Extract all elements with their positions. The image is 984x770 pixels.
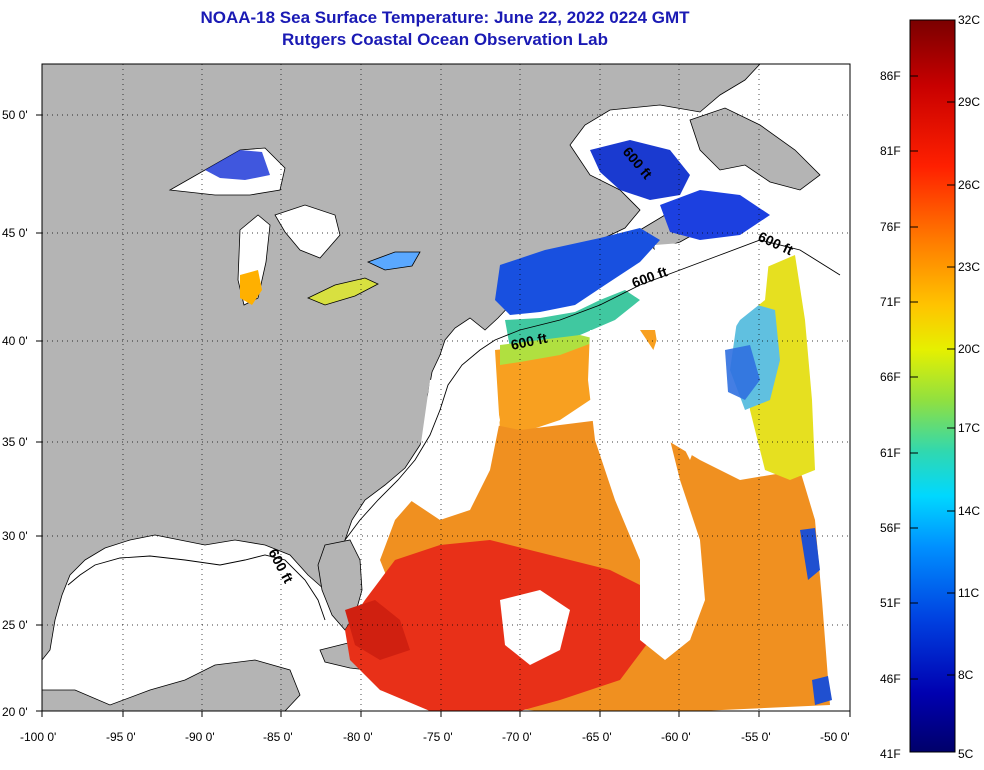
lon-tick-label: -55 0': [741, 730, 771, 744]
lat-tick-label: 45 0': [2, 226, 28, 240]
land-yucatan: [42, 659, 301, 711]
isobath-label: 600 ft: [509, 330, 548, 353]
colorbar-c-label: 8C: [958, 668, 974, 682]
sst-tropical-red: [345, 540, 650, 711]
isobath-600ft-gulf: [67, 554, 326, 621]
colorbar-f-label: 41F: [880, 747, 901, 761]
cloud-carolinas: [410, 370, 500, 520]
colorbar-c-label: 14C: [958, 504, 981, 518]
lon-tick-label: -75 0': [423, 730, 453, 744]
colorbar-c-label: 32C: [958, 13, 981, 27]
sst-cold-patch-east: [725, 345, 760, 400]
colorbar-f-label: 51F: [880, 596, 901, 610]
lon-tick-label: -100 0': [20, 730, 56, 744]
lake-ontario: [366, 251, 421, 271]
lon-tick-label: -85 0': [263, 730, 293, 744]
lon-tick-label: -70 0': [502, 730, 532, 744]
colorbar-f-label: 81F: [880, 144, 901, 158]
sst-cold-gulf-of-maine: [495, 228, 660, 315]
colorbar-f-label: 86F: [880, 69, 901, 83]
lat-tick-label: 25 0': [2, 618, 28, 632]
cloud-bahamas: [500, 590, 570, 665]
lake-superior-cold: [205, 150, 270, 180]
colorbar-c-label: 20C: [958, 342, 981, 356]
sst-shelf-green: [505, 290, 640, 348]
lat-tick-label: 20 0': [2, 705, 28, 719]
colorbar-f-label: 56F: [880, 521, 901, 535]
sst-cold-patch-sw: [812, 676, 832, 705]
colorbar-c-label: 29C: [958, 95, 981, 109]
lat-tick-label: 40 0': [2, 334, 28, 348]
lon-tick-label: -65 0': [582, 730, 612, 744]
colorbar-f-label: 46F: [880, 672, 901, 686]
cloud-band-east: [650, 240, 770, 460]
lon-tick-label: -95 0': [106, 730, 136, 744]
lon-tick-label: -80 0': [343, 730, 373, 744]
map-subtitle: Rutgers Coastal Ocean Observation Lab: [282, 30, 608, 49]
colorbar-f-label: 71F: [880, 295, 901, 309]
cloud-southeast: [640, 560, 700, 660]
sst-cold-newfoundland: [660, 190, 770, 240]
isobath-600ft-atlantic: [344, 239, 841, 541]
lon-tick-label: -90 0': [185, 730, 215, 744]
lake-michigan-warm: [240, 270, 262, 305]
map-frame: [41, 63, 851, 712]
lon-tick-label: -50 0': [820, 730, 850, 744]
lat-tick-label: 35 0': [2, 435, 28, 449]
colorbar-c-label: 11C: [958, 586, 980, 600]
colorbar-c-label: 26C: [958, 178, 981, 192]
map-title: NOAA-18 Sea Surface Temperature: June 22…: [200, 8, 690, 27]
lat-tick-label: 30 0': [2, 529, 28, 543]
lon-tick-label: -60 0': [661, 730, 691, 744]
longitude-axis: -100 0' -95 0' -90 0' -85 0' -80 0' -75 …: [20, 730, 850, 744]
lake-erie: [307, 277, 379, 306]
colorbar-c-label: 17C: [958, 421, 981, 435]
sst-cold-st-lawrence: [590, 140, 690, 200]
sst-cold-patch-se: [800, 528, 820, 580]
latitude-axis: 50 0' 45 0' 40 0' 35 0' 30 0' 25 0' 20 0…: [2, 108, 28, 719]
colorbar: [909, 19, 956, 753]
colorbar-f-label: 76F: [880, 220, 901, 234]
colorbar-c-label: 23C: [958, 260, 981, 274]
land-newfoundland: [689, 107, 821, 191]
lat-tick-label: 50 0': [2, 108, 28, 122]
sst-green-transition: [500, 335, 600, 365]
colorbar-c-label: 5C: [958, 747, 974, 761]
colorbar-f-label: 66F: [880, 370, 901, 384]
sst-florida-straits: [345, 600, 410, 660]
colorbar-f-label: 61F: [880, 446, 901, 460]
lake-huron: [274, 204, 341, 259]
